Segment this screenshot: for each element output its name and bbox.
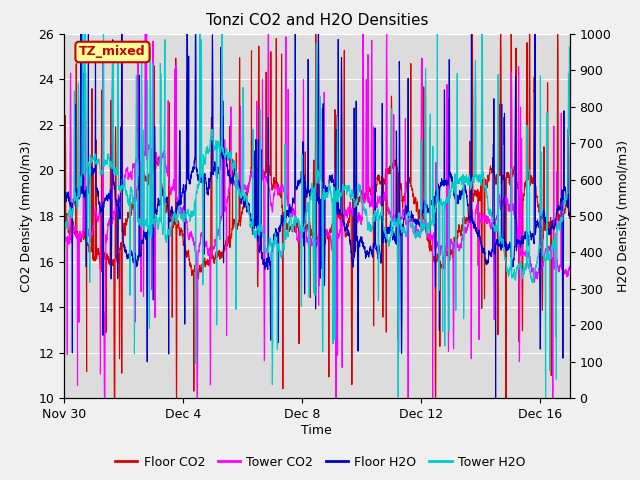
Line: Floor H2O: Floor H2O [64, 34, 570, 398]
Floor H2O [550, 225, 558, 231]
Title: Tonzi CO2 and H2O Densities: Tonzi CO2 and H2O Densities [205, 13, 428, 28]
Tower H2O [525, 264, 533, 270]
Tower H2O [541, 396, 549, 401]
Tower H2O [273, 238, 280, 243]
Floor CO2 [60, 214, 68, 220]
Tower H2O [566, 49, 573, 55]
Y-axis label: CO2 Density (mmol/m3): CO2 Density (mmol/m3) [20, 140, 33, 292]
Y-axis label: H2O Density (mmol/m3): H2O Density (mmol/m3) [617, 140, 630, 292]
Tower H2O [301, 223, 308, 228]
Floor CO2 [276, 194, 284, 200]
Floor H2O [273, 230, 280, 236]
X-axis label: Time: Time [301, 424, 332, 437]
Floor H2O [492, 396, 499, 401]
Line: Floor CO2: Floor CO2 [64, 34, 570, 398]
Tower CO2 [60, 229, 68, 235]
Tower CO2 [273, 185, 280, 191]
Floor H2O [525, 238, 533, 244]
Tower H2O [428, 220, 435, 226]
Floor CO2 [525, 174, 533, 180]
Floor H2O [301, 228, 308, 233]
Floor CO2 [301, 224, 308, 230]
Tower CO2 [118, 31, 125, 36]
Floor CO2 [111, 396, 118, 401]
Line: Tower CO2: Tower CO2 [64, 34, 570, 398]
Tower H2O [60, 313, 68, 319]
Line: Tower H2O: Tower H2O [64, 34, 570, 398]
Tower CO2 [301, 229, 308, 235]
Floor H2O [60, 192, 68, 198]
Tower CO2 [566, 265, 573, 271]
Tower H2O [276, 253, 284, 259]
Legend: Floor CO2, Tower CO2, Floor H2O, Tower H2O: Floor CO2, Tower CO2, Floor H2O, Tower H… [109, 451, 531, 474]
Text: TZ_mixed: TZ_mixed [79, 46, 146, 59]
Floor CO2 [273, 184, 280, 190]
Floor H2O [428, 200, 435, 205]
Tower H2O [79, 31, 86, 36]
Floor CO2 [312, 31, 319, 36]
Tower CO2 [550, 265, 558, 271]
Tower CO2 [100, 396, 108, 401]
Floor CO2 [566, 213, 573, 218]
Floor CO2 [428, 247, 435, 252]
Tower H2O [550, 243, 558, 249]
Tower CO2 [277, 186, 285, 192]
Tower CO2 [525, 252, 533, 258]
Floor H2O [77, 31, 84, 36]
Floor H2O [276, 225, 284, 231]
Floor H2O [566, 212, 573, 218]
Tower CO2 [428, 236, 435, 241]
Floor CO2 [550, 224, 558, 230]
